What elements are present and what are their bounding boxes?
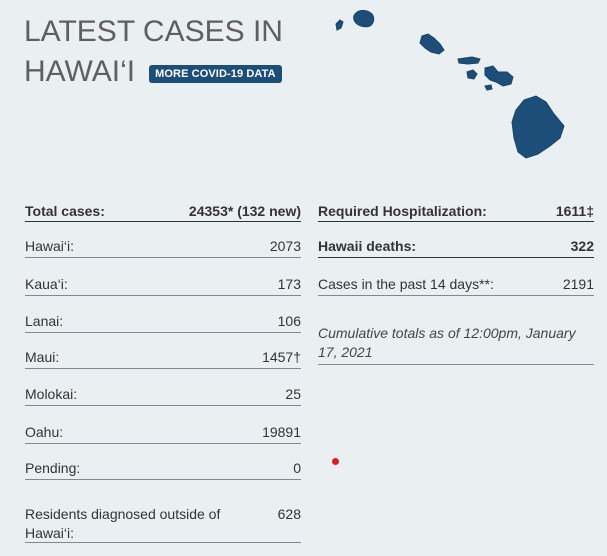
past-14-days-label: Cases in the past 14 days**:	[318, 276, 494, 292]
table-row: Oahu: 19891	[25, 406, 301, 444]
hospitalization-row: Required Hospitalization: 1611‡	[318, 197, 594, 222]
hospitalization-value: 1611‡	[555, 203, 594, 219]
past-14-days-row: Cases in the past 14 days**: 2191	[318, 258, 594, 296]
maui-island-icon	[484, 65, 514, 87]
row-value: 2073	[269, 238, 301, 254]
hospitalization-label: Required Hospitalization:	[318, 203, 487, 219]
row-label: Lanai:	[25, 313, 64, 329]
title-line1: LATEST CASES IN	[24, 15, 283, 48]
row-label: Kaua‘i:	[25, 276, 68, 292]
red-dot-marker-icon	[332, 458, 339, 465]
total-cases-label: Total cases:	[25, 203, 105, 219]
row-value: 106	[277, 313, 301, 329]
row-value: 0	[293, 460, 301, 476]
more-covid-data-button[interactable]: MORE COVID-19 DATA	[149, 65, 282, 83]
table-row: Kaua‘i: 173	[25, 258, 301, 296]
page-title: LATEST CASES IN HAWAI‘I MORE COVID-19 DA…	[24, 12, 283, 92]
title-line2: HAWAI‘I	[24, 55, 136, 88]
table-row: Maui: 1457†	[25, 333, 301, 369]
past-14-days-value: 2191	[562, 276, 594, 292]
deaths-row: Hawaii deaths: 322	[318, 222, 594, 258]
deaths-value: 322	[570, 238, 594, 254]
kauai-island-icon	[353, 10, 375, 28]
row-label: Hawai‘i:	[25, 238, 75, 254]
total-cases-value: 24353* (132 new)	[188, 203, 301, 219]
table-row: Lanai: 106	[25, 296, 301, 333]
row-label: Residents diagnosed outside of Hawai‘i:	[25, 506, 221, 541]
row-label: Molokai:	[25, 386, 78, 402]
lanai-island-icon	[466, 69, 478, 80]
cumulative-note: Cumulative totals as of 12:00pm, January…	[318, 324, 594, 365]
row-value: 173	[277, 276, 301, 292]
row-value: 628	[277, 506, 301, 522]
big-island-icon	[511, 95, 565, 159]
oahu-island-icon	[419, 33, 445, 55]
row-label: Oahu:	[25, 424, 64, 440]
kahoolawe-island-icon	[484, 84, 493, 91]
table-row: Hawai‘i: 2073	[25, 222, 301, 258]
row-label: Pending:	[25, 460, 81, 476]
molokai-island-icon	[457, 56, 481, 65]
row-value: 25	[285, 386, 301, 402]
table-row: Molokai: 25	[25, 369, 301, 406]
table-row: Residents diagnosed outside of Hawai‘i: …	[25, 480, 301, 543]
deaths-label: Hawaii deaths:	[318, 238, 417, 254]
niihau-island-icon	[335, 19, 344, 31]
row-value: 1457†	[262, 349, 301, 365]
total-cases-row: Total cases: 24353* (132 new)	[25, 197, 301, 222]
row-value: 19891	[262, 424, 301, 440]
island-cases-table: Total cases: 24353* (132 new) Hawai‘i: 2…	[25, 197, 301, 543]
title-line2-container: HAWAI‘I MORE COVID-19 DATA	[24, 52, 283, 92]
hawaii-islands-map-icon	[335, 10, 565, 159]
state-summary-table: Required Hospitalization: 1611‡ Hawaii d…	[318, 197, 594, 365]
row-label: Maui:	[25, 349, 60, 365]
table-row: Pending: 0	[25, 444, 301, 480]
